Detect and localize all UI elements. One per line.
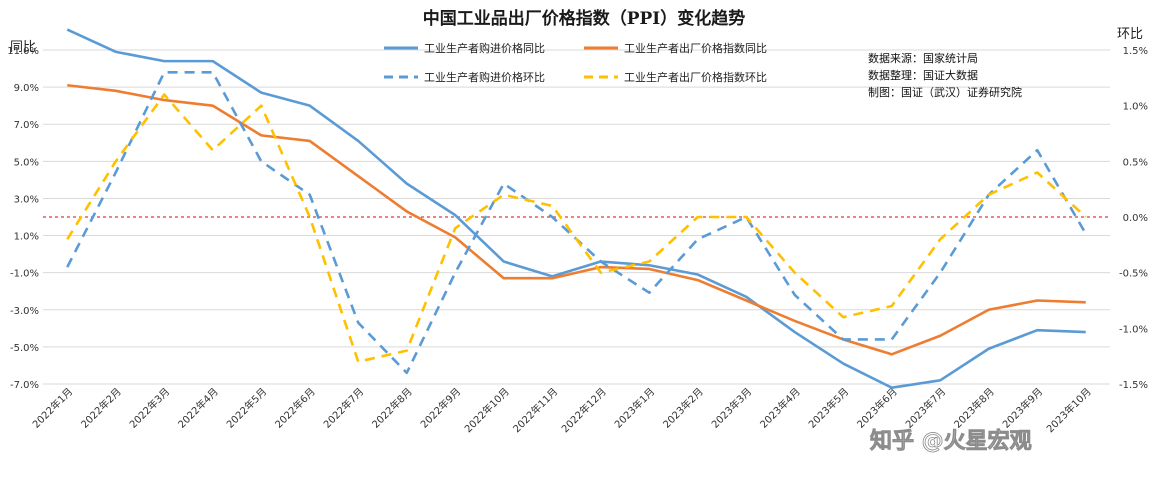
source-note: 数据来源：国家统计局 [868, 51, 978, 65]
legend-label: 工业生产者购进价格同比 [424, 41, 545, 55]
right-axis-title: 环比 [1117, 27, 1143, 42]
x-tick-label: 2023年1月 [612, 385, 658, 431]
x-tick-label: 2022年8月 [369, 385, 415, 431]
x-tick-label: 2023年7月 [903, 385, 949, 431]
legend-item-purchase-yoy: 工业生产者购进价格同比 [384, 41, 545, 55]
legend-label: 工业生产者出厂价格指数同比 [624, 41, 767, 55]
source-notes: 数据来源：国家统计局 数据整理：国证大数据 制图：国证（武汉）证券研究院 [868, 51, 1022, 99]
x-tick-label: 2022年10月 [462, 385, 512, 435]
x-tick-label: 2023年9月 [1000, 385, 1046, 431]
x-tick-label: 2022年6月 [272, 385, 318, 431]
y-tick-label: 5.0% [14, 157, 39, 168]
x-tick-label: 2023年5月 [806, 385, 852, 431]
x-tick-label: 2023年6月 [854, 385, 900, 431]
x-tick-label: 2023年3月 [709, 385, 755, 431]
y-tick-label: 11.0% [7, 46, 39, 57]
x-tick-label: 2022年3月 [127, 385, 173, 431]
y-tick-label: -3.0% [10, 306, 39, 317]
x-tick-label: 2022年1月 [30, 385, 76, 431]
x-tick-label: 2023年4月 [757, 385, 803, 431]
x-tick-label: 2022年2月 [78, 385, 124, 431]
series-lines [66, 28, 1087, 390]
y2-tick-label: 1.5% [1123, 46, 1148, 57]
y2-tick-label: 0.5% [1123, 157, 1148, 168]
x-tick-label: 2022年4月 [175, 385, 221, 431]
watermark: 知乎 @火星宏观 [870, 428, 1032, 454]
y-tick-label: 1.0% [14, 232, 39, 243]
x-tick-label: 2022年11月 [510, 385, 560, 435]
source-note: 数据整理：国证大数据 [868, 68, 978, 82]
x-tick-label: 2022年9月 [418, 385, 464, 431]
legend-item-producer-mom: 工业生产者出厂价格指数环比 [584, 70, 767, 84]
left-y-axis: 11.0% 9.0% 7.0% 5.0% 3.0% 1.0% -1.0% -3.0% -5.0%… [7, 46, 39, 391]
y-tick-label: -7.0% [10, 380, 39, 391]
left-axis-title: 同比 [10, 40, 36, 55]
y2-tick-label: 0.0% [1123, 213, 1148, 224]
series-line-2 [66, 70, 1087, 375]
y2-tick-label: -0.5% [1119, 269, 1148, 280]
y2-tick-label: 1.0% [1123, 102, 1148, 113]
x-tick-label: 2023年10月 [1044, 385, 1094, 435]
legend-item-purchase-mom: 工业生产者购进价格环比 [384, 70, 545, 84]
y-tick-label: -1.0% [10, 269, 39, 280]
y-tick-label: 7.0% [14, 120, 39, 131]
y-tick-label: -5.0% [10, 343, 39, 354]
legend-label: 工业生产者出厂价格指数环比 [624, 70, 767, 84]
legend-label: 工业生产者购进价格环比 [424, 70, 545, 84]
x-tick-label: 2022年12月 [559, 385, 609, 435]
y-tick-label: 9.0% [14, 83, 39, 94]
series-line-0 [66, 28, 1086, 390]
source-note: 制图：国证（武汉）证券研究院 [868, 85, 1022, 99]
y-tick-label: 3.0% [14, 194, 39, 205]
legend: 工业生产者购进价格同比 工业生产者出厂价格指数同比 工业生产者购进价格环比 工业… [384, 41, 767, 84]
legend-item-producer-yoy: 工业生产者出厂价格指数同比 [584, 41, 767, 55]
y2-tick-label: -1.5% [1119, 380, 1148, 391]
x-tick-label: 2022年7月 [321, 385, 367, 431]
x-tick-label: 2022年5月 [224, 385, 270, 431]
x-tick-label: 2023年2月 [660, 385, 706, 431]
series-line-1 [67, 83, 1086, 356]
right-y-axis: 1.5% 1.0% 0.5% 0.0% -0.5% -1.0% -1.5% [1119, 46, 1148, 391]
gridlines [43, 49, 1110, 385]
x-tick-label: 2023年8月 [951, 385, 997, 431]
chart-title: 中国工业品出厂价格指数（PPI）变化趋势 [423, 8, 746, 29]
x-axis: 2022年1月 2022年2月 2022年3月 2022年4月 2022年5月 2022年… [30, 385, 1094, 435]
series-line-3 [66, 93, 1087, 364]
y2-tick-label: -1.0% [1119, 324, 1148, 335]
